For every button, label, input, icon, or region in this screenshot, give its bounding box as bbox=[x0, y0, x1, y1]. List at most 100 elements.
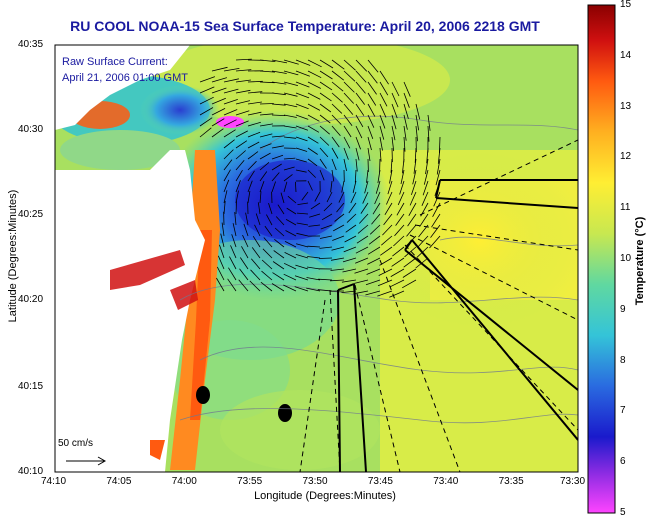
current-vector bbox=[343, 246, 357, 253]
current-vector bbox=[420, 202, 429, 217]
current-vector bbox=[243, 223, 249, 237]
current-vector bbox=[272, 261, 285, 270]
current-vector bbox=[352, 180, 357, 193]
plot-frame bbox=[54, 44, 579, 473]
current-vector bbox=[390, 158, 393, 173]
current-vector bbox=[418, 224, 429, 238]
current-vector bbox=[235, 130, 248, 138]
current-vector bbox=[221, 222, 225, 237]
current-vector bbox=[355, 103, 365, 116]
current-vector bbox=[295, 70, 310, 77]
current-vector bbox=[355, 125, 363, 139]
current-vector bbox=[211, 128, 224, 138]
current-vector bbox=[247, 101, 262, 105]
current-vector bbox=[404, 246, 417, 258]
current-vector bbox=[259, 70, 276, 73]
current-vector bbox=[247, 131, 261, 138]
current-vector bbox=[295, 147, 308, 152]
sea-surface-temperature-field bbox=[55, 45, 578, 472]
current-vector bbox=[216, 266, 225, 281]
current-vector bbox=[331, 103, 343, 114]
current-vector bbox=[235, 120, 249, 127]
current-vector bbox=[219, 244, 225, 259]
current-vector bbox=[251, 247, 261, 259]
current-vector bbox=[367, 103, 376, 117]
current-vector bbox=[261, 270, 273, 281]
current-vector bbox=[319, 169, 325, 181]
colorbar-tick-label: 13 bbox=[620, 100, 632, 112]
current-vector bbox=[427, 125, 430, 142]
current-vector bbox=[437, 147, 441, 164]
current-vector bbox=[294, 286, 309, 292]
current-vector bbox=[391, 92, 399, 108]
current-vector bbox=[220, 233, 225, 248]
current-vector bbox=[319, 125, 330, 135]
current-vector bbox=[223, 179, 230, 193]
current-vector bbox=[343, 103, 354, 115]
current-vector bbox=[235, 201, 237, 215]
current-vector bbox=[354, 268, 369, 274]
current-vector bbox=[343, 81, 355, 93]
current-vector bbox=[355, 246, 369, 254]
current-vector bbox=[271, 59, 288, 64]
current-vector bbox=[343, 136, 351, 149]
current-vector bbox=[280, 192, 285, 204]
current-vector bbox=[366, 268, 381, 275]
current-vector bbox=[283, 157, 296, 160]
current-vector bbox=[283, 103, 298, 108]
current-vector bbox=[314, 191, 321, 202]
current-vector bbox=[263, 237, 273, 248]
current-vector bbox=[295, 169, 307, 173]
current-vector bbox=[283, 284, 297, 292]
current-vector bbox=[259, 191, 262, 204]
current-vector bbox=[223, 109, 238, 116]
current-vector bbox=[429, 235, 441, 249]
current-vector bbox=[355, 158, 358, 172]
current-vector bbox=[259, 59, 276, 62]
current-vector bbox=[254, 224, 261, 237]
current-vector bbox=[259, 123, 273, 127]
current-vector bbox=[321, 213, 333, 221]
current-vector bbox=[223, 139, 235, 149]
current-vector bbox=[331, 136, 340, 148]
current-vector bbox=[389, 279, 405, 288]
current-vector bbox=[379, 136, 383, 151]
current-vector bbox=[296, 222, 309, 226]
current-vector bbox=[367, 246, 381, 255]
current-vector bbox=[199, 117, 213, 127]
current-vector bbox=[319, 70, 333, 80]
current-vector bbox=[355, 257, 369, 264]
current-vector bbox=[367, 59, 379, 73]
current-vector bbox=[411, 180, 417, 196]
colorbar-tick-label: 10 bbox=[620, 253, 632, 264]
current-vector bbox=[271, 135, 285, 138]
current-vector bbox=[199, 127, 212, 138]
current-vector bbox=[223, 88, 239, 94]
current-vector bbox=[382, 224, 393, 236]
current-vector bbox=[331, 81, 344, 92]
current-vector bbox=[268, 202, 273, 215]
current-vector bbox=[344, 235, 357, 243]
current-vector bbox=[394, 224, 405, 237]
current-vector bbox=[326, 191, 333, 203]
current-vector bbox=[367, 81, 377, 95]
current-vector bbox=[415, 125, 418, 142]
current-vector bbox=[393, 235, 405, 247]
colorbar-tick-label: 5 bbox=[620, 507, 626, 518]
current-vector bbox=[223, 68, 240, 72]
current-vector bbox=[235, 169, 243, 182]
current-vector bbox=[235, 190, 239, 204]
current-vector bbox=[223, 190, 228, 204]
current-vector bbox=[262, 248, 273, 259]
current-vector bbox=[247, 141, 260, 149]
current-vector bbox=[217, 255, 225, 270]
current-vector bbox=[283, 174, 293, 182]
current-vector bbox=[274, 227, 285, 237]
current-vector bbox=[390, 268, 405, 277]
current-vector bbox=[230, 245, 237, 259]
current-vector bbox=[247, 160, 257, 171]
x-tick-label: 74:00 bbox=[171, 476, 197, 487]
current-vector bbox=[223, 159, 233, 171]
current-vector bbox=[354, 169, 357, 183]
